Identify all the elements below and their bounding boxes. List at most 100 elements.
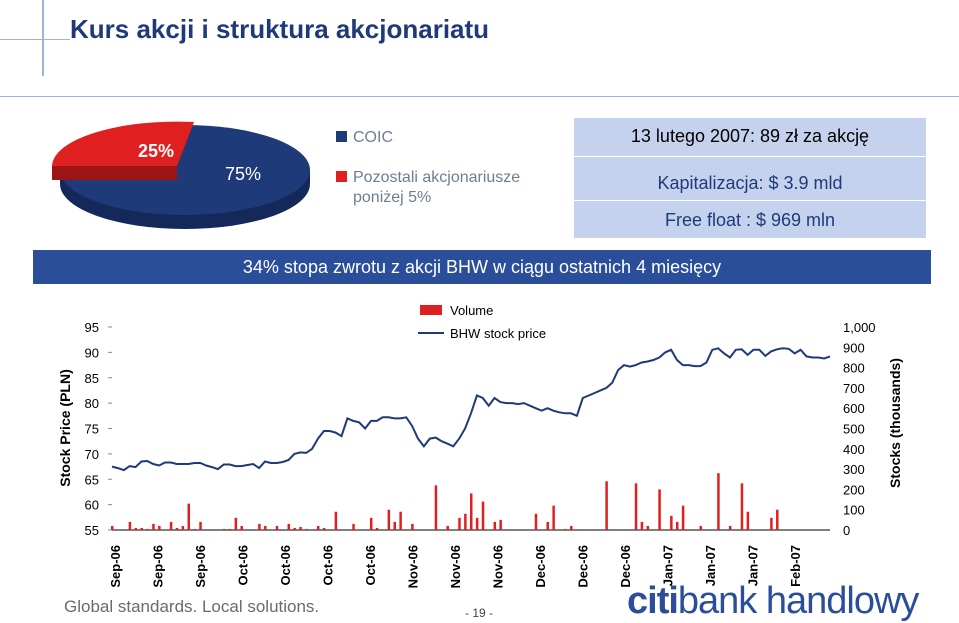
volume-bar <box>369 517 373 530</box>
volume-bar <box>152 523 155 530</box>
x-tick-label: Feb-07 <box>788 545 803 587</box>
legend-swatch-coic <box>336 131 347 142</box>
legend-label-others-2: poniżej 5% <box>353 189 432 206</box>
y-left-tick-label: 90 <box>85 345 99 360</box>
volume-bar <box>740 483 744 530</box>
volume-bar <box>322 527 326 530</box>
brand-bank: bank handlowy <box>677 580 920 622</box>
volume-bar <box>393 521 396 530</box>
x-tick-label: Dec-06 <box>618 545 633 588</box>
x-tick-label: Oct-06 <box>236 545 251 585</box>
info-price: 13 lutego 2007: 89 zł za akcję <box>630 126 870 146</box>
y-left-tick-label: 80 <box>85 396 99 411</box>
y-right-tick-label: 600 <box>843 401 865 416</box>
volume-bar <box>564 528 567 530</box>
chart-legend-swatch-volume <box>420 305 442 315</box>
x-tick-label: Dec-06 <box>576 545 591 588</box>
volume-bar <box>222 528 226 530</box>
volume-bar <box>640 521 644 530</box>
volume-bar <box>675 521 679 530</box>
decorative-line-horizontal <box>0 39 70 40</box>
x-tick-label: Nov-06 <box>406 545 421 588</box>
info-divider <box>574 156 926 157</box>
price-line <box>111 347 831 472</box>
volume-bar <box>399 511 402 530</box>
volume-bar <box>475 517 479 530</box>
info-capitalization: Kapitalizacja: $ 3.9 mld <box>657 173 843 193</box>
info-box: 13 lutego 2007: 89 zł za akcję Kapitaliz… <box>574 118 926 238</box>
volume-bar <box>534 513 538 530</box>
volume-bar <box>681 505 685 530</box>
volume-bar <box>128 521 132 530</box>
volume-bar <box>499 519 502 530</box>
y-right-tick-label: 900 <box>843 340 865 355</box>
y-left-tick-label: 65 <box>85 472 99 487</box>
pie-label-blue: 75% <box>225 164 261 184</box>
volume-bar <box>187 503 191 530</box>
chart-legend-label-volume: Volume <box>450 303 493 318</box>
chart-legend-label-price: BHW stock price <box>450 326 546 341</box>
x-tick-label: Nov-06 <box>448 545 463 588</box>
volume-bar <box>316 525 320 530</box>
volume-bar <box>287 523 291 530</box>
volume-bar <box>111 525 114 530</box>
volume-bar <box>728 525 732 530</box>
x-tick-label: Sep-06 <box>108 545 123 588</box>
page-title: Kurs akcji i struktura akcjonariatu <box>70 14 490 44</box>
volume-bar <box>175 527 179 530</box>
x-tick-label: Oct-06 <box>321 545 336 585</box>
x-tick-label: Jan-07 <box>746 545 761 586</box>
volume-bar <box>746 511 750 530</box>
legend-label-coic: COIC <box>353 129 393 146</box>
legend-label-others-1: Pozostali akcjonariusze <box>353 169 521 186</box>
volume-bar <box>411 523 414 530</box>
x-tick-label: Nov-06 <box>491 545 506 588</box>
volume-bar <box>446 525 449 530</box>
volume-bar <box>293 527 296 530</box>
y-right-tick-label: 300 <box>843 462 865 477</box>
y-left-tick-label: 85 <box>85 371 99 386</box>
y-right-tick-label: 1,000 <box>843 320 876 335</box>
volume-bar <box>375 527 379 530</box>
volume-bar <box>634 483 638 530</box>
page-number: - 19 - <box>465 606 494 620</box>
volume-bar <box>570 525 573 530</box>
volume-bar <box>240 525 243 530</box>
volume-bar <box>140 527 143 530</box>
y-right-tick-label: 400 <box>843 442 865 457</box>
volume-bar <box>670 515 673 530</box>
x-tick-label: Jan-07 <box>661 545 676 586</box>
x-tick-label: Dec-06 <box>533 545 548 588</box>
volume-bar <box>134 527 138 530</box>
info-divider-2 <box>574 200 926 201</box>
pie-legend: COIC Pozostali akcjonariusze poniżej 5% <box>323 118 568 226</box>
volume-bar <box>699 525 703 530</box>
x-tick-label: Oct-06 <box>278 545 293 585</box>
volume-bar <box>299 526 302 530</box>
brand-citi: citi <box>627 580 679 622</box>
volume-bar <box>658 489 661 530</box>
pie-label-red: 25% <box>138 141 174 161</box>
volume-bar <box>352 523 355 530</box>
volume-bar <box>146 528 149 530</box>
x-tick-label: Sep-06 <box>193 545 208 588</box>
volume-bar <box>181 525 185 530</box>
volume-bar <box>546 521 550 530</box>
volume-bar <box>199 521 202 530</box>
y-right-tick-label: 700 <box>843 381 865 396</box>
brand-logo: citibank handlowy <box>627 580 920 623</box>
x-tick-label: Oct-06 <box>363 545 378 585</box>
volume-bar <box>493 521 497 530</box>
volume-bar <box>334 511 338 530</box>
volume-bar <box>434 485 438 530</box>
footer-tagline: Global standards. Local solutions. <box>64 597 320 616</box>
y-right-tick-label: 100 <box>843 503 865 518</box>
volume-bar <box>605 481 608 530</box>
volume-bar <box>258 523 261 530</box>
volume-bar <box>193 528 196 530</box>
y-right-tick-label: 200 <box>843 482 865 497</box>
y-left-tick-label: 75 <box>85 422 99 437</box>
volume-bar <box>264 525 267 530</box>
x-tick-label: Jan-07 <box>703 545 718 586</box>
